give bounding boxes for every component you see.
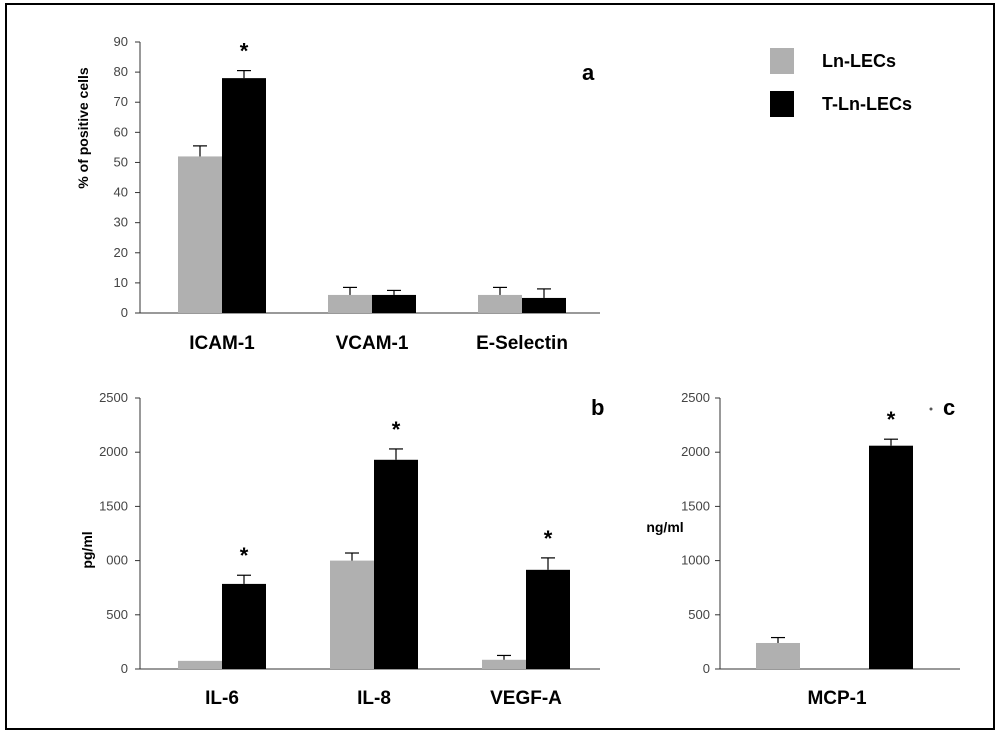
bar-a-vcam-1-t-ln-lecs <box>372 294 416 313</box>
chart-panel-a: % of positive cells a 0 10 20 30 40 50 60 70 80 9… <box>75 34 600 354</box>
y-tick-label-c-0: 0 <box>703 661 710 676</box>
bar-a-icam-1-t-ln-lecs <box>222 78 266 313</box>
category-label-a-e-selectin: E-Selectin <box>476 333 568 354</box>
y-tick-label-b-0: 0 <box>121 661 128 676</box>
error-bar-b-il-8-t-ln-lecs <box>389 448 403 460</box>
panel-label-b: b <box>591 395 604 420</box>
y-tick-label-c-1000: 1000 <box>681 553 710 568</box>
y-tick-label-b-500: 500 <box>106 607 128 622</box>
y-axis-label-c: ng/ml <box>646 519 683 535</box>
error-bar-a-vcam-1-t-ln-lecs <box>387 289 401 295</box>
chart-panel-b: pg/ml b 0 500 000 1500 2000 2500 IL-6 * IL-8 * VEG… <box>79 390 604 709</box>
error-bar-a-e-selectin-ln-lecs <box>493 286 507 295</box>
bar-b-vegf-a-ln-lecs <box>482 659 526 669</box>
bar-a-icam-1-ln-lecs <box>178 156 222 313</box>
category-label-a-vcam-1: VCAM-1 <box>336 333 409 354</box>
significance-star-a-icam-1: * <box>240 39 249 64</box>
y-axis-label-a: % of positive cells <box>75 67 91 189</box>
y-tick-label-a-10: 10 <box>114 275 128 290</box>
bar-a-vcam-1-ln-lecs <box>328 294 372 313</box>
error-bar-c-mcp-1-t-ln-lecs <box>884 438 898 446</box>
y-axis-label-b: pg/ml <box>79 531 95 568</box>
chart-panel-c: ng/ml c 0 500 1000 1500 2000 2500 MCP-1 * <box>646 390 960 709</box>
y-tick-label-a-30: 30 <box>114 215 128 230</box>
legend-swatch-ln-lecs <box>770 48 794 74</box>
y-tick-label-c-500: 500 <box>688 607 710 622</box>
error-bar-a-icam-1-ln-lecs <box>193 145 207 157</box>
category-label-b-il-6: IL-6 <box>205 688 239 709</box>
bar-c-mcp-1-t-ln-lecs <box>869 445 913 669</box>
y-tick-label-a-0: 0 <box>121 305 128 320</box>
bar-b-il-8-t-ln-lecs <box>374 459 418 669</box>
significance-star-b-il-6: * <box>240 543 249 568</box>
y-tick-label-b-2500: 2500 <box>99 390 128 405</box>
y-tick-label-a-40: 40 <box>114 185 128 200</box>
y-tick-label-a-20: 20 <box>114 245 128 260</box>
bar-b-il-6-t-ln-lecs <box>222 583 266 669</box>
y-tick-label-a-80: 80 <box>114 64 128 79</box>
bar-b-il-8-ln-lecs <box>330 560 374 669</box>
category-label-a-icam-1: ICAM-1 <box>189 333 255 354</box>
panel-label-a: a <box>582 60 595 85</box>
y-tick-label-b-2000: 2000 <box>99 444 128 459</box>
error-bar-a-vcam-1-ln-lecs <box>343 286 357 295</box>
panel-label-c: c <box>943 395 955 420</box>
bar-a-e-selectin-t-ln-lecs <box>522 297 566 313</box>
error-bar-b-vegf-a-ln-lecs <box>497 654 511 660</box>
y-tick-label-a-60: 60 <box>114 124 128 139</box>
error-bar-b-vegf-a-t-ln-lecs <box>541 557 555 570</box>
error-bar-c-mcp-1-ln-lecs <box>771 636 785 643</box>
error-bar-a-icam-1-t-ln-lecs <box>237 70 251 79</box>
legend: Ln-LECs T-Ln-LECs <box>770 48 912 117</box>
significance-star-c-mcp-1: * <box>887 407 896 432</box>
category-label-b-il-8: IL-8 <box>357 688 391 709</box>
bar-c-mcp-1-ln-lecs <box>756 642 800 669</box>
category-label-c-mcp-1: MCP-1 <box>807 688 867 709</box>
error-bar-a-e-selectin-t-ln-lecs <box>537 288 551 298</box>
bar-b-il-6-ln-lecs <box>178 660 222 669</box>
y-tick-label-a-70: 70 <box>114 94 128 109</box>
significance-star-b-vegf-a: * <box>544 526 553 551</box>
error-bar-b-il-8-ln-lecs <box>345 552 359 561</box>
y-tick-label-c-1500: 1500 <box>681 498 710 513</box>
y-tick-label-a-90: 90 <box>114 34 128 49</box>
legend-swatch-t-ln-lecs <box>770 91 794 117</box>
legend-label-t-ln-lecs: T-Ln-LECs <box>822 94 912 114</box>
legend-label-ln-lecs: Ln-LECs <box>822 51 896 71</box>
bar-a-e-selectin-ln-lecs <box>478 294 522 313</box>
figure-frame <box>5 3 995 730</box>
bar-b-vegf-a-t-ln-lecs <box>526 569 570 669</box>
y-tick-label-c-2000: 2000 <box>681 444 710 459</box>
error-bar-b-il-6-t-ln-lecs <box>237 574 251 584</box>
y-tick-label-b-1500: 1500 <box>99 498 128 513</box>
significance-star-b-il-8: * <box>392 417 401 442</box>
y-tick-label-a-50: 50 <box>114 154 128 169</box>
y-tick-label-b-1000: 000 <box>106 553 128 568</box>
stray-dot-c <box>929 407 933 411</box>
category-label-b-vegf-a: VEGF-A <box>490 688 562 709</box>
y-tick-label-c-2500: 2500 <box>681 390 710 405</box>
